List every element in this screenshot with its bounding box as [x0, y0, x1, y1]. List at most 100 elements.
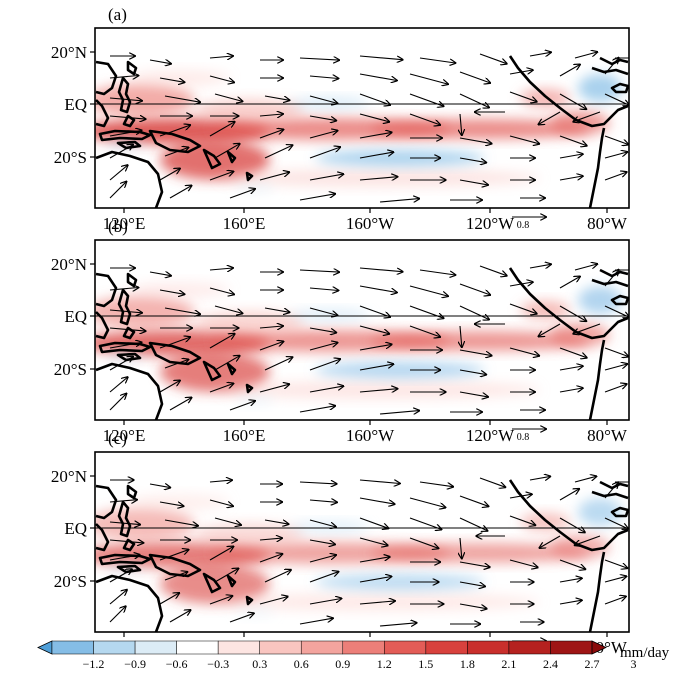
wind-arrow	[309, 115, 336, 121]
wind-arrow	[459, 157, 486, 163]
lon-tick-label: 80°W	[587, 426, 628, 445]
lat-tick-label: EQ	[64, 307, 87, 326]
wind-arrow	[459, 137, 492, 144]
wind-arrow	[214, 356, 240, 371]
wind-arrow	[459, 349, 492, 356]
wind-arrow	[109, 569, 132, 583]
wind-arrow	[539, 323, 561, 336]
wind-arrow	[159, 125, 190, 137]
wind-arrow	[259, 326, 283, 328]
colorbar-tick-label: 1.5	[418, 657, 433, 671]
wind-arrow	[309, 147, 340, 159]
lon-tick-label: 120°W	[466, 426, 515, 445]
wind-arrow	[209, 75, 234, 82]
wind-arrow	[509, 347, 539, 356]
wind-arrow	[309, 359, 340, 371]
wind-arrow	[509, 70, 533, 75]
wind-arrow	[559, 154, 583, 159]
wind-arrow	[604, 347, 628, 357]
wind-arrow	[459, 369, 486, 375]
wind-arrow	[229, 613, 254, 623]
wind-arrow	[159, 501, 183, 506]
wind-arrow	[359, 389, 397, 392]
wind-arrow	[409, 325, 440, 337]
wind-arrow	[604, 384, 627, 393]
wind-arrow	[159, 77, 184, 82]
wind-arrow	[259, 597, 288, 605]
wind-arrow	[529, 476, 550, 480]
wind-arrow	[299, 270, 339, 272]
wind-arrow	[309, 95, 337, 103]
colorbar-segment	[176, 640, 219, 655]
colorbar-high-arrow	[591, 640, 607, 655]
wind-arrow	[419, 269, 455, 275]
colorbar-tick-label: 1.2	[377, 657, 392, 671]
wind-arrow	[379, 623, 417, 626]
wind-arrow	[109, 500, 137, 502]
wind-arrow	[459, 517, 487, 531]
wind-arrow	[359, 177, 397, 180]
wind-arrow	[604, 172, 627, 181]
colorbar-tick-label: 2.1	[501, 657, 516, 671]
wind-arrow	[559, 517, 585, 532]
colorbar-segment	[467, 640, 510, 655]
wind-arrow	[460, 537, 462, 558]
panel-label: (c)	[108, 429, 127, 448]
map-frame	[94, 451, 630, 633]
lat-tick-label: 20°S	[54, 572, 87, 591]
wind-arrow	[559, 93, 586, 109]
wind-arrow	[574, 264, 597, 271]
wind-arrow	[459, 71, 490, 83]
wind-vectors	[109, 476, 629, 626]
wind-arrow	[559, 347, 587, 358]
wind-arrow	[459, 305, 489, 320]
colorbar-segment	[51, 640, 94, 655]
wind-arrow	[229, 401, 255, 411]
wind-arrow	[459, 561, 490, 567]
wind-arrow	[309, 343, 337, 351]
wind-arrow	[459, 603, 487, 609]
wind-arrow	[264, 307, 289, 312]
wind-arrow	[209, 287, 234, 294]
wind-arrow	[359, 577, 391, 583]
wind-arrow	[109, 357, 133, 371]
wind-arrow	[209, 384, 233, 393]
wind-arrow	[149, 272, 171, 276]
wind-arrow	[164, 519, 198, 526]
wind-arrow	[359, 285, 397, 293]
wind-arrow	[359, 364, 393, 371]
map-frame	[94, 27, 630, 209]
wind-arrow	[559, 176, 583, 181]
colorbar-unit: mm/day	[620, 645, 670, 661]
wind-arrow	[359, 305, 390, 317]
reference-vector-label: 0.8	[517, 432, 530, 443]
wind-arrow	[209, 334, 235, 349]
wind-arrow	[159, 337, 190, 349]
wind-arrow	[559, 600, 582, 604]
colorbar-tick-label: −0.9	[124, 657, 146, 671]
colorbar-tick-label: 0.6	[294, 657, 309, 671]
wind-arrow	[309, 327, 336, 333]
wind-arrow	[604, 517, 628, 529]
panel-b: (b) 20°N EQ 20°S 120°E 160°E 160°W 120°W 80°W 0.8	[51, 217, 630, 445]
wind-arrow	[299, 58, 339, 60]
wind-arrow	[299, 482, 337, 484]
wind-arrow	[229, 189, 255, 199]
wind-arrow	[109, 540, 143, 543]
wind-arrow	[359, 517, 388, 528]
wind-arrow	[459, 179, 488, 185]
wind-arrow	[509, 303, 537, 314]
wind-arrow	[164, 95, 200, 102]
wind-arrow	[573, 323, 601, 334]
wind-arrow	[169, 398, 192, 411]
wind-arrow	[109, 288, 138, 291]
wind-arrow	[109, 522, 140, 525]
wind-arrow	[309, 288, 338, 291]
colorbar-tick-label: 0.9	[335, 657, 350, 671]
wind-arrow	[259, 384, 289, 393]
wind-arrow	[309, 539, 335, 544]
wind-arrow	[109, 342, 142, 349]
wind-arrow	[164, 307, 200, 314]
lon-tick-label: 120°E	[103, 214, 146, 233]
lat-tick-label: 20°S	[54, 360, 87, 379]
